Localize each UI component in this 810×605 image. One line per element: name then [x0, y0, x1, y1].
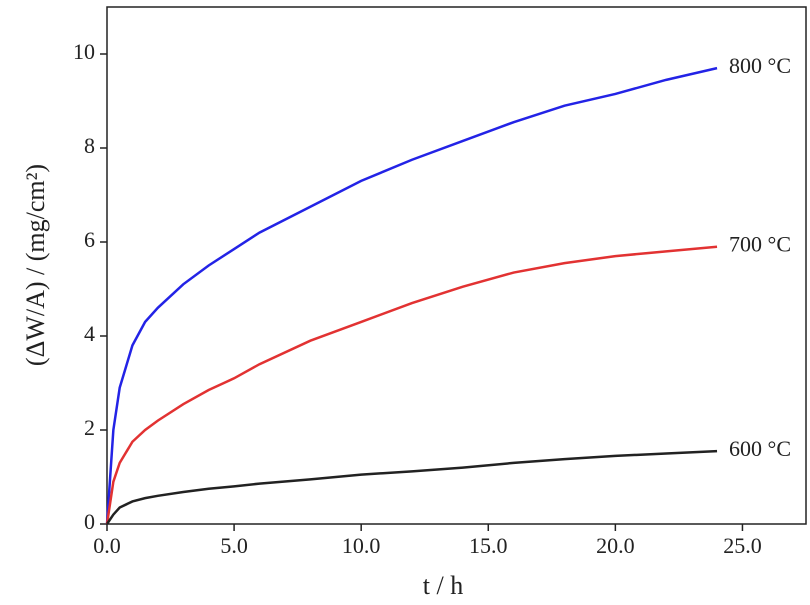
data-line	[105, 449, 718, 525]
x-tick-label: 5.0	[220, 533, 248, 558]
y-tick-label: 8	[84, 133, 95, 158]
series-label: 700 °C	[729, 232, 791, 257]
plot-frame	[106, 6, 807, 525]
series-label: 800 °C	[729, 53, 791, 78]
data-line	[105, 245, 718, 525]
y-tick-label: 4	[84, 321, 95, 346]
y-tick-label: 0	[84, 509, 95, 534]
y-axis-label: (ΔW/A) / (mg/cm²)	[21, 164, 50, 366]
y-tick-label: 2	[84, 415, 95, 440]
x-tick-label: 20.0	[596, 533, 635, 558]
y-tick-label: 10	[73, 39, 95, 64]
x-tick-label: 15.0	[469, 533, 508, 558]
x-tick-label: 25.0	[723, 533, 762, 558]
x-axis-label: t / h	[423, 571, 463, 600]
x-tick-label: 0.0	[93, 533, 121, 558]
series-label: 600 °C	[729, 436, 791, 461]
x-tick-label: 10.0	[342, 533, 381, 558]
data-line	[105, 66, 718, 525]
y-tick-label: 6	[84, 227, 95, 252]
